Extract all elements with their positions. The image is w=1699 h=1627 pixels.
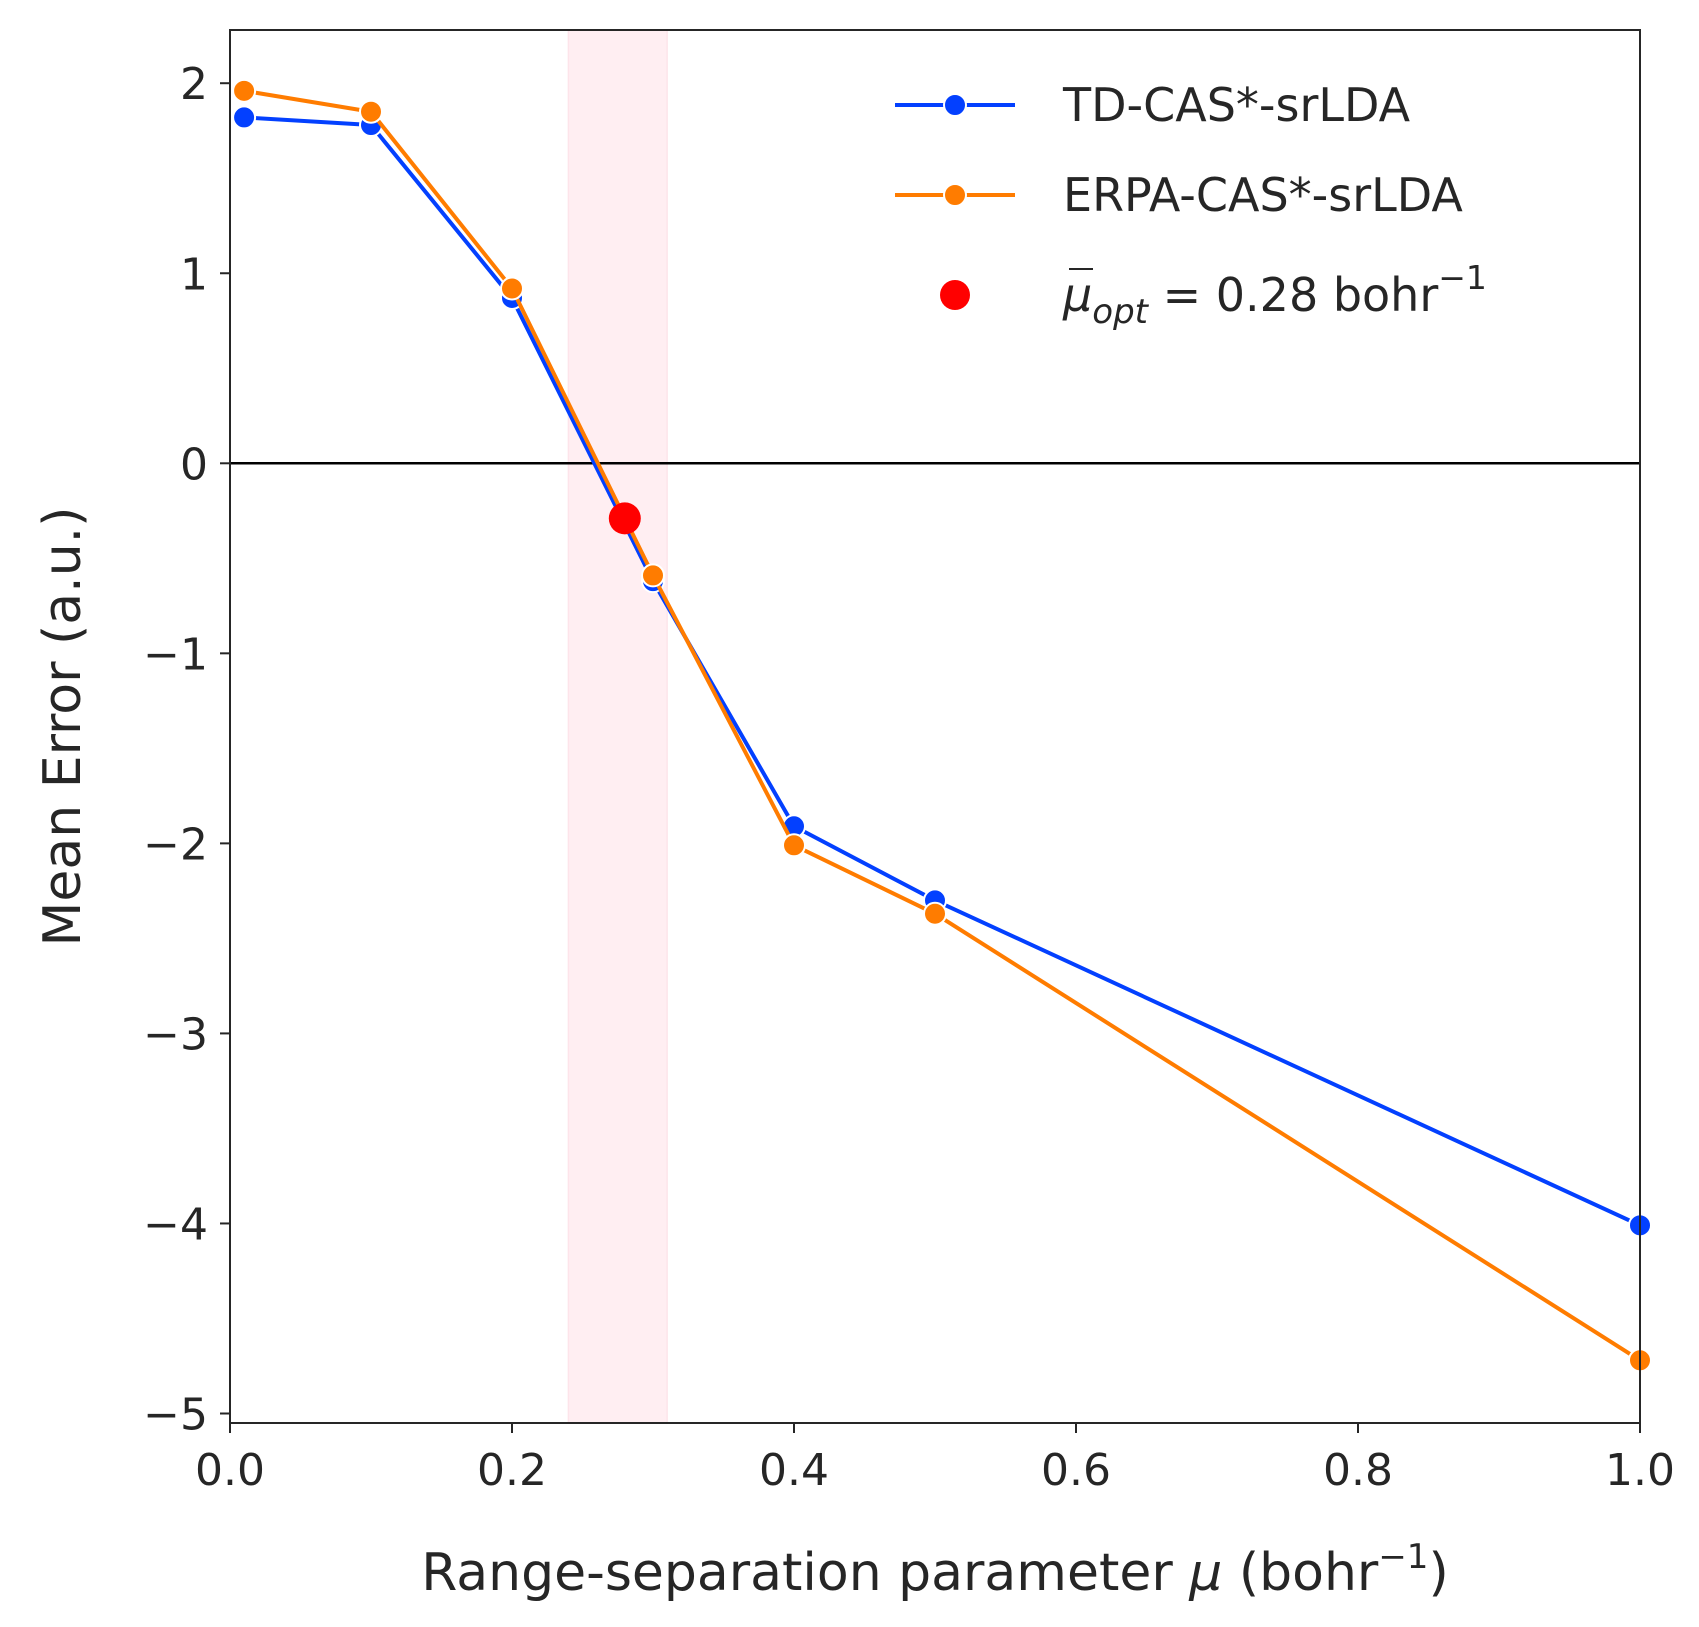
y-tick-label: −2: [143, 819, 208, 870]
legend-item-td-cas: TD-CAS*-srLDA: [895, 78, 1411, 132]
legend-marker: [943, 183, 967, 207]
series-erpa-cas: [232, 78, 1652, 1373]
y-tick-label: 0: [180, 439, 208, 490]
x-tick-label: 0.2: [477, 1445, 547, 1496]
y-tick-label: 1: [180, 249, 208, 300]
data-point: [641, 563, 665, 588]
y-tick-label: −4: [143, 1199, 208, 1250]
y-tick-label: −5: [143, 1389, 208, 1440]
data-point: [500, 276, 524, 301]
x-tick-label: 0.0: [195, 1445, 265, 1496]
x-tick-label: 0.8: [1323, 1445, 1393, 1496]
y-tick-label: 2: [180, 59, 208, 110]
legend-item-erpa-cas: ERPA-CAS*-srLDA: [895, 168, 1463, 222]
optimal-range-band: [567, 29, 668, 1424]
optimum-point: [608, 502, 641, 535]
plot-frame: [229, 29, 1641, 1424]
x-axis-label-close: ): [1428, 1543, 1448, 1603]
data-point: [232, 78, 257, 103]
data-point: [359, 99, 383, 124]
data-point: [232, 105, 257, 130]
x-axis-label-symbol: μ: [1188, 1543, 1222, 1603]
y-tick-label: −1: [143, 629, 208, 680]
x-axis-label-unit: (bohr: [1222, 1543, 1379, 1603]
data-point: [782, 833, 806, 858]
legend-label: TD-CAS*-srLDA: [1062, 78, 1411, 132]
legend-optimum-marker: [940, 280, 970, 310]
legend-optimum-exponent: −1: [1438, 258, 1487, 297]
x-tick-label: 1.0: [1605, 1445, 1675, 1496]
legend-label-optimum: μopt = 0.28 bohr−1: [1062, 258, 1487, 332]
legend-optimum-symbol: μ: [1062, 268, 1092, 322]
x-axis-label: Range-separation parameter μ (bohr−1): [421, 1537, 1448, 1603]
legend-optimum-subscript: opt: [1092, 292, 1149, 332]
legend: TD-CAS*-srLDA ERPA-CAS*-srLDA μopt = 0.28…: [895, 78, 1487, 332]
legend-label: ERPA-CAS*-srLDA: [1063, 168, 1463, 222]
x-axis-label-prefix: Range-separation parameter: [421, 1543, 1189, 1603]
x-axis-label-exponent: −1: [1378, 1537, 1428, 1577]
legend-optimum-value: = 0.28 bohr: [1148, 268, 1438, 322]
x-tick-label: 0.4: [759, 1445, 829, 1496]
x-tick-label: 0.6: [1041, 1445, 1111, 1496]
legend-marker: [943, 93, 967, 117]
y-axis-label: Mean Error (a.u.): [33, 507, 93, 947]
y-tick-label: −3: [143, 1009, 208, 1060]
data-point: [923, 901, 947, 926]
